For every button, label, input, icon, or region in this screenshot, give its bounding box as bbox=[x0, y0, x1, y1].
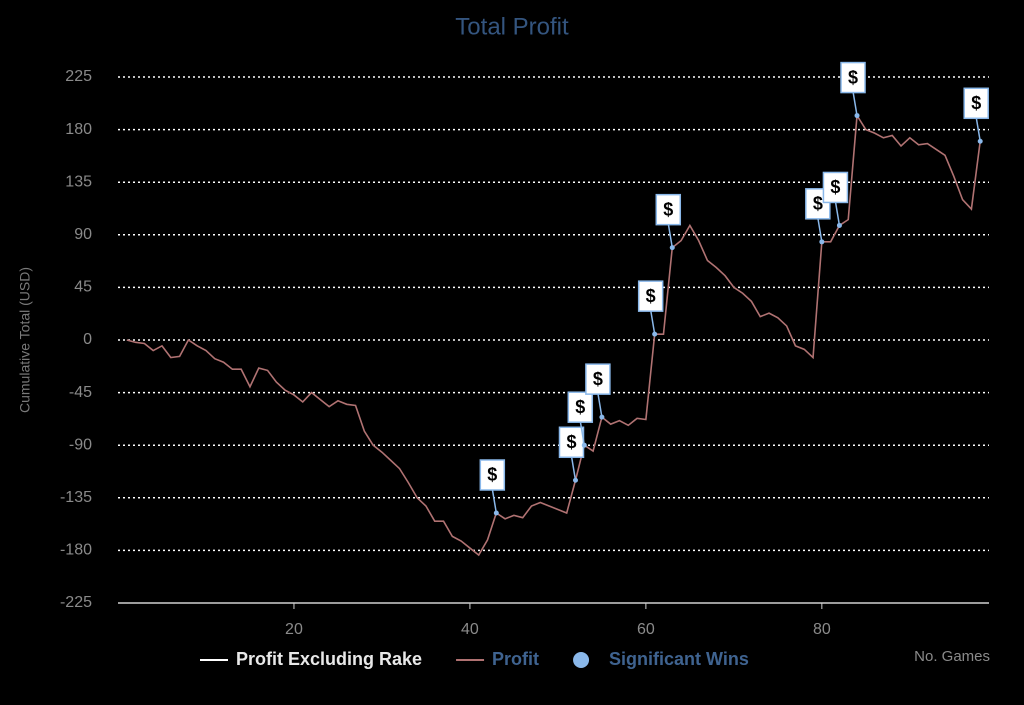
flag-label: $ bbox=[848, 67, 858, 87]
y-tick-label: 45 bbox=[74, 279, 92, 296]
significant-win bbox=[669, 245, 675, 251]
flag bbox=[585, 363, 611, 395]
x-tick-label: 20 bbox=[285, 621, 303, 638]
flag bbox=[567, 391, 594, 423]
significant-win bbox=[599, 414, 605, 420]
profit-line bbox=[126, 113, 981, 557]
y-tick-label: -135 bbox=[60, 489, 92, 506]
y-tick-label: 180 bbox=[65, 121, 92, 138]
significant-win bbox=[581, 442, 587, 448]
y-tick-label: -45 bbox=[69, 384, 92, 401]
significant-win bbox=[836, 222, 842, 228]
flag-pole bbox=[852, 91, 858, 116]
flag-pole bbox=[649, 310, 656, 335]
flag-label: $ bbox=[487, 465, 497, 485]
legend-label: Profit Excluding Rake bbox=[236, 649, 422, 669]
x-tick-label: 80 bbox=[813, 621, 831, 638]
flag-pole bbox=[975, 117, 981, 142]
flag bbox=[840, 61, 866, 94]
significant-win bbox=[493, 510, 499, 516]
flag bbox=[637, 280, 664, 312]
y-tick-label: -225 bbox=[60, 594, 92, 611]
flag bbox=[479, 459, 506, 491]
significant-win bbox=[854, 113, 860, 119]
flag-pole bbox=[570, 456, 577, 481]
flag-pole bbox=[667, 223, 674, 248]
legend-symbol bbox=[573, 652, 590, 668]
y-tick-label: -90 bbox=[69, 436, 92, 453]
flag-label: $ bbox=[646, 286, 656, 306]
flag-pole bbox=[491, 488, 498, 514]
flag-label: $ bbox=[813, 194, 823, 214]
legend-label: Profit bbox=[492, 649, 539, 669]
flag-pole bbox=[834, 201, 841, 226]
flag-pole bbox=[579, 421, 586, 446]
significant-win bbox=[977, 138, 983, 144]
y-tick-label: 135 bbox=[65, 173, 92, 190]
flag-label: $ bbox=[575, 397, 585, 417]
flag-pole bbox=[817, 217, 823, 242]
flag bbox=[655, 193, 682, 226]
x-tick-label: 40 bbox=[461, 621, 479, 638]
significant-win bbox=[652, 331, 658, 337]
y-axis-label: Cumulative Total (USD) bbox=[17, 267, 33, 413]
flag-label: $ bbox=[830, 177, 840, 197]
chart-title: Total Profit bbox=[455, 13, 569, 40]
flag-label: $ bbox=[593, 369, 603, 389]
x-axis-label: No. Games bbox=[914, 648, 990, 665]
flag-pole bbox=[597, 393, 603, 418]
flag-label: $ bbox=[663, 199, 673, 219]
flag bbox=[558, 426, 585, 459]
y-tick-label: 90 bbox=[74, 226, 92, 243]
y-tick-label: 225 bbox=[65, 68, 92, 85]
flag bbox=[822, 171, 849, 204]
significant-win bbox=[819, 239, 825, 245]
flag-label: $ bbox=[971, 93, 981, 113]
y-tick-label: 0 bbox=[83, 331, 92, 348]
y-tick-label: -180 bbox=[60, 542, 92, 559]
flag-label: $ bbox=[566, 432, 576, 452]
legend-label: Significant Wins bbox=[609, 649, 749, 669]
significant-win bbox=[572, 477, 578, 483]
x-tick-label: 60 bbox=[637, 621, 655, 638]
flag bbox=[963, 87, 989, 120]
